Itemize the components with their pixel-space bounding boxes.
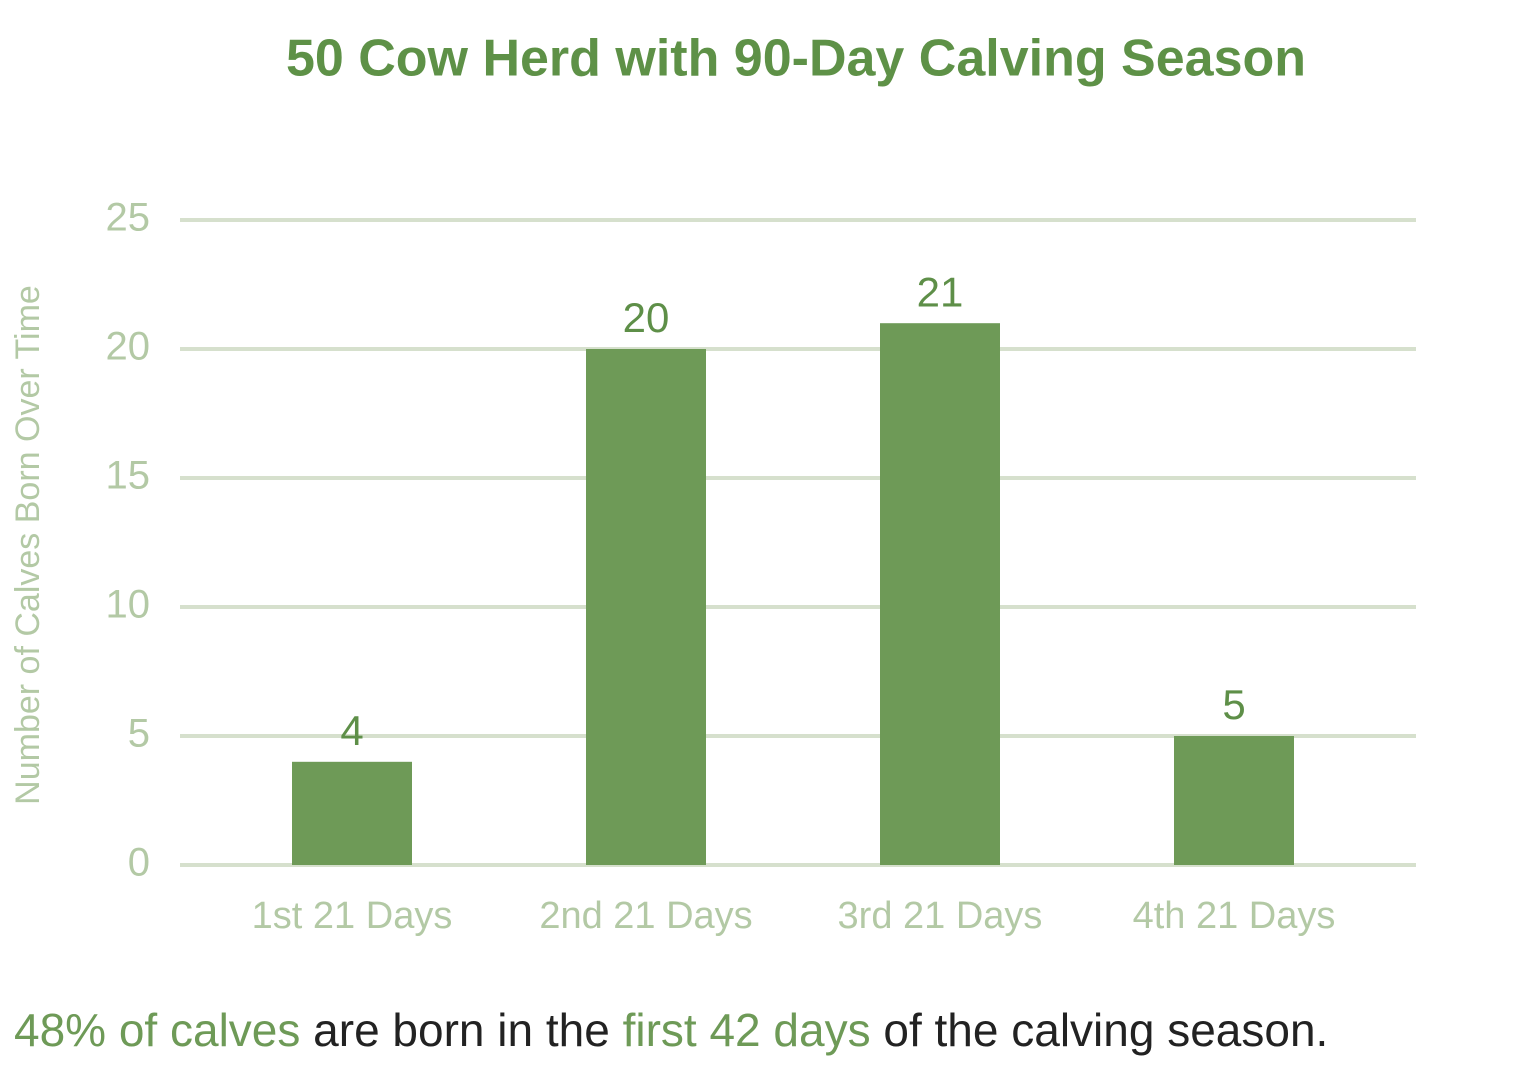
y-tick-label: 15	[106, 454, 151, 498]
y-tick-label: 10	[106, 583, 151, 627]
data-label: 21	[917, 268, 964, 315]
data-label: 4	[340, 707, 363, 754]
y-tick-label: 0	[128, 841, 150, 885]
bar	[880, 323, 1000, 865]
annotation-part: are born in the	[300, 1004, 622, 1056]
x-tick-label: 4th 21 Days	[1133, 895, 1336, 937]
data-label: 5	[1222, 681, 1245, 728]
x-tick-label: 3rd 21 Days	[838, 895, 1043, 937]
x-tick-label: 2nd 21 Days	[539, 895, 752, 937]
bar	[1174, 736, 1294, 865]
y-tick-label: 25	[106, 196, 151, 240]
bar	[586, 349, 706, 865]
annotation-part: 48% of calves	[14, 1004, 300, 1056]
y-tick-label: 5	[128, 712, 150, 756]
annotation: 48% of calves are born in the first 42 d…	[14, 1004, 1328, 1056]
x-tick-label: 1st 21 Days	[252, 895, 453, 937]
bar	[292, 761, 412, 865]
y-axis-label: Number of Calves Born Over Time	[9, 285, 47, 805]
annotation-part: first 42 days	[623, 1004, 871, 1056]
annotation-part: of the calving season.	[871, 1004, 1329, 1056]
data-label: 20	[623, 294, 670, 341]
y-tick-label: 20	[106, 325, 151, 369]
chart-title: 50 Cow Herd with 90-Day Calving Season	[286, 30, 1306, 88]
